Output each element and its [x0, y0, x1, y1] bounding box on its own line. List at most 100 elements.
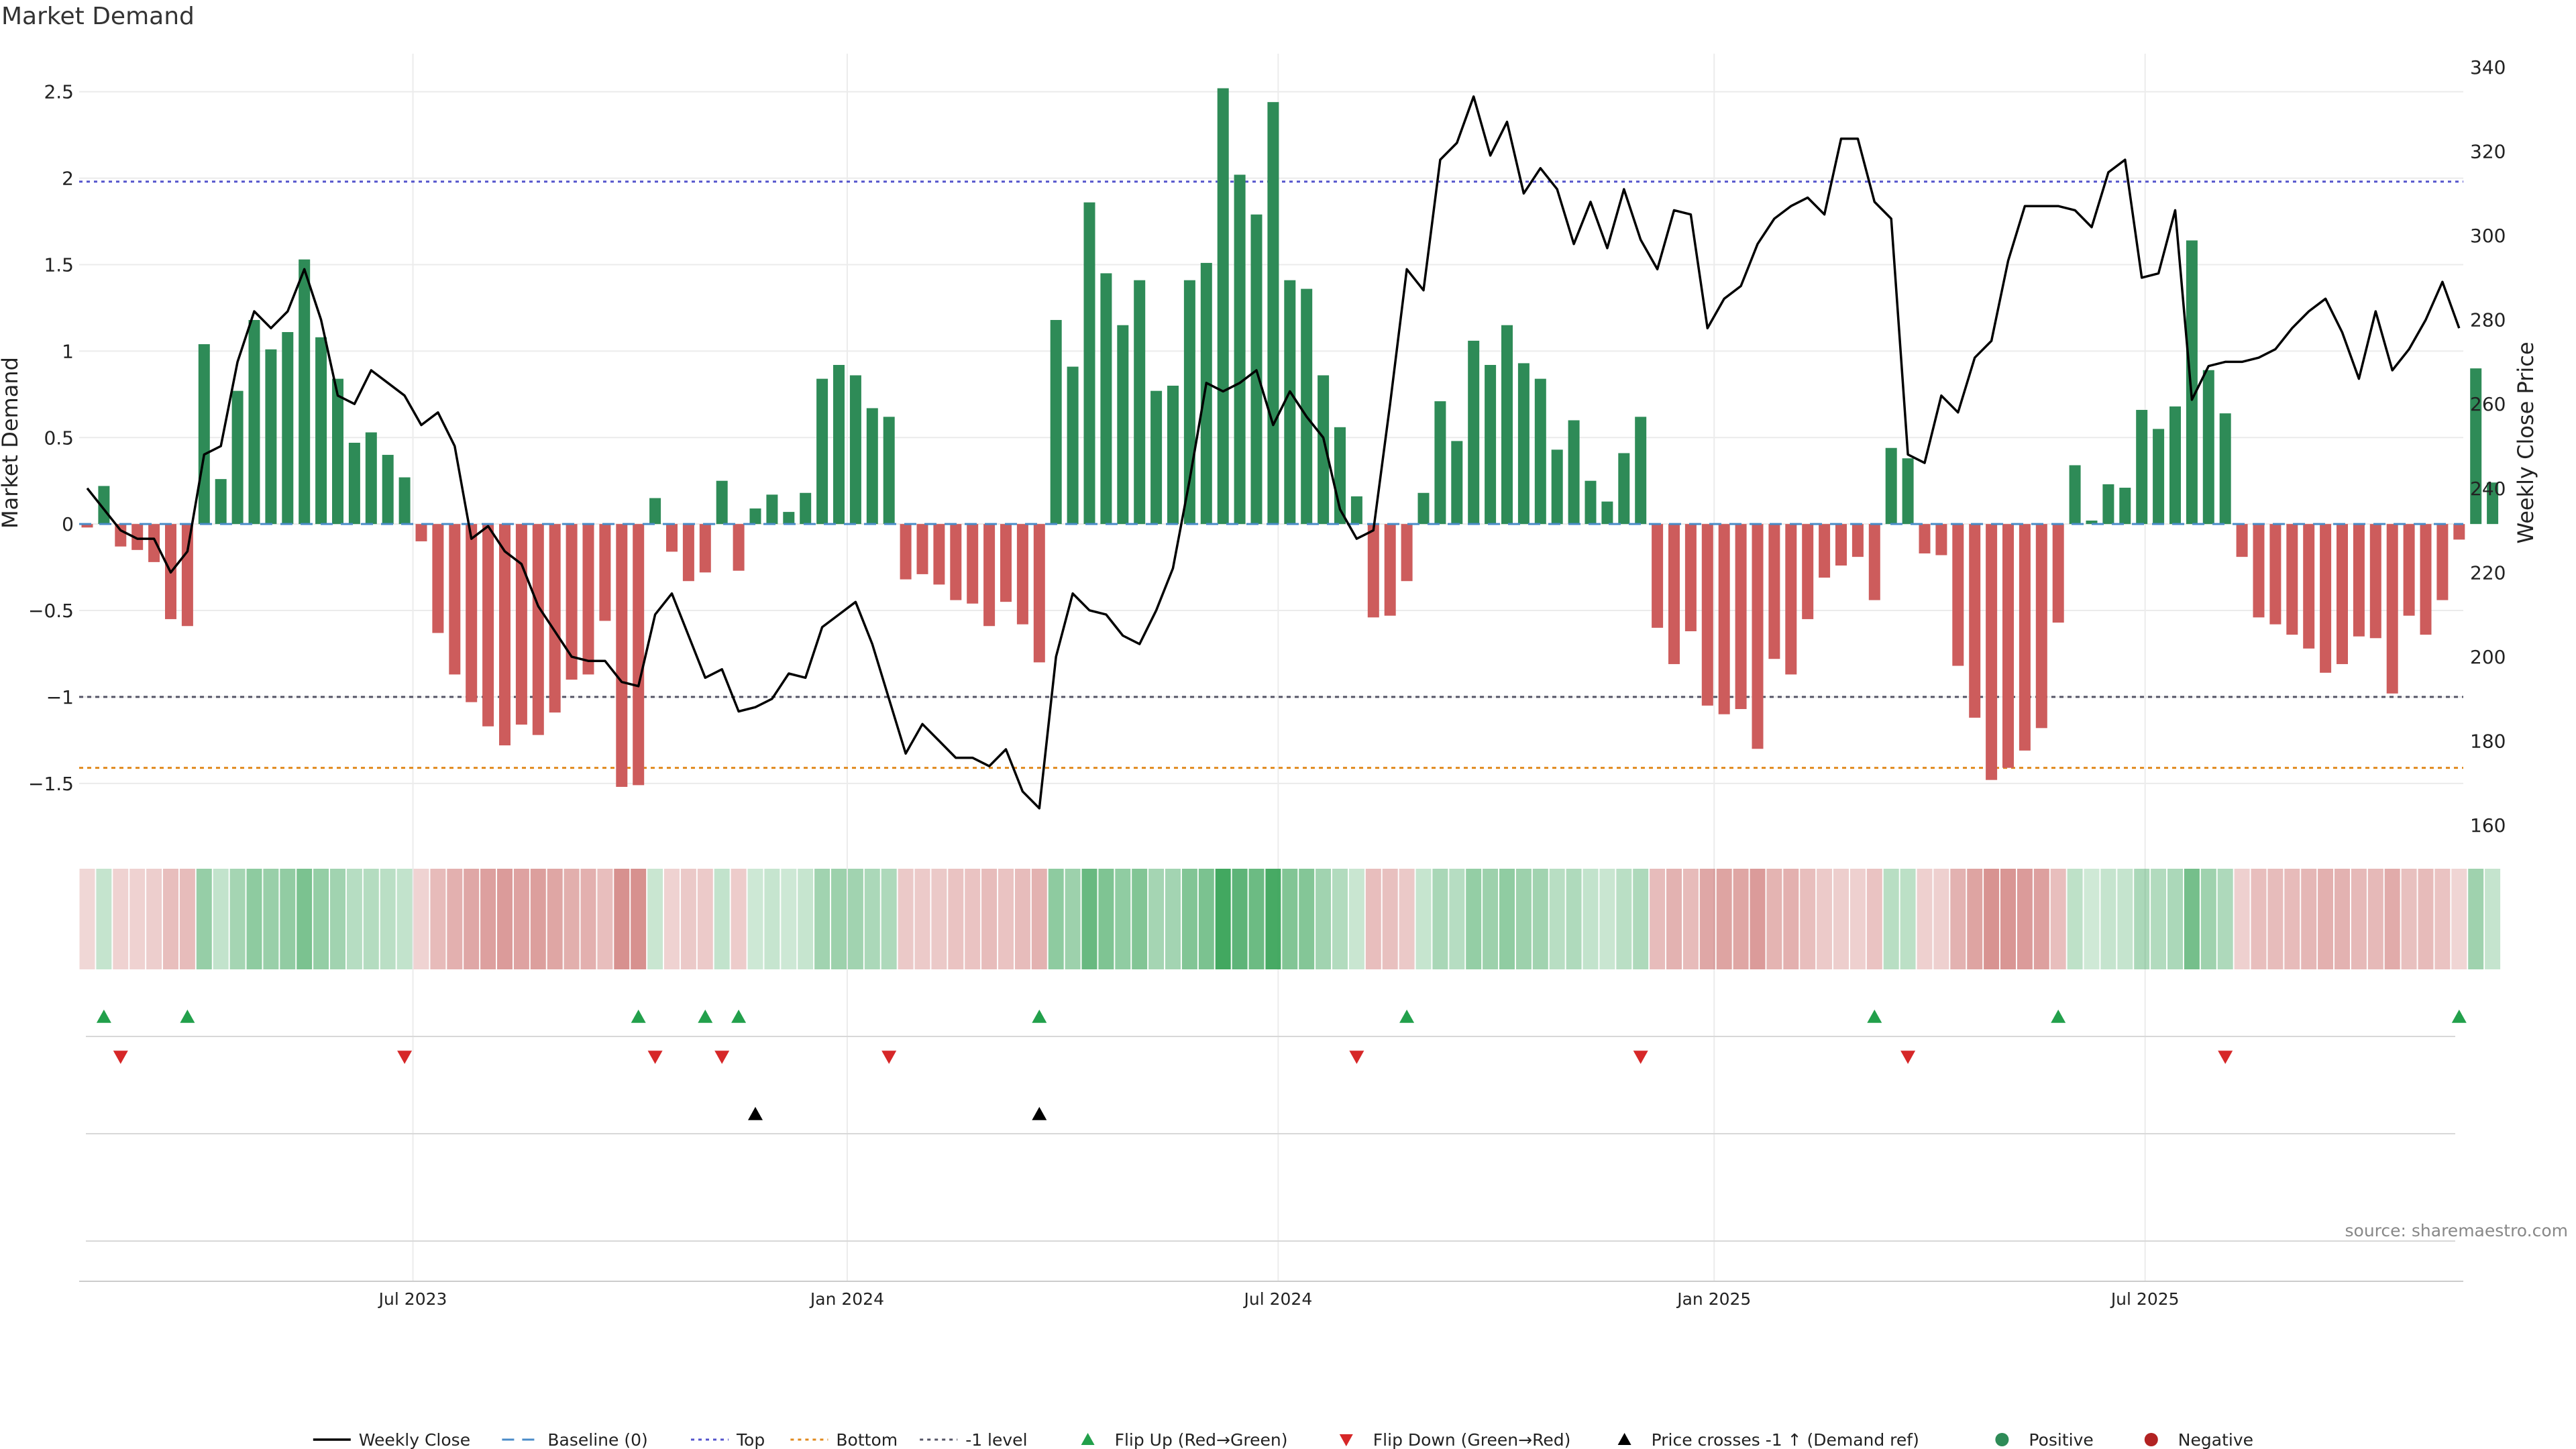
flip-down-marker: [1349, 1051, 1364, 1064]
legend-label: Top: [736, 1430, 765, 1449]
demand-bar: [215, 479, 227, 525]
price-cross-marker: [1032, 1107, 1047, 1120]
heat-strip-cell: [163, 869, 178, 969]
heat-strip-cell: [1031, 869, 1047, 969]
demand-bar: [198, 344, 210, 525]
heat-strip-cell: [597, 869, 613, 969]
heat-strip-cell: [631, 869, 647, 969]
y-tick-label: 2: [62, 168, 74, 190]
heat-strip-cell: [2033, 869, 2049, 969]
demand-bar: [1802, 524, 1814, 619]
demand-bar: [699, 524, 711, 573]
demand-bar: [1301, 288, 1313, 525]
demand-bar: [2487, 482, 2499, 525]
flip-up-marker: [1867, 1010, 1882, 1023]
legend-label: Bottom: [836, 1430, 898, 1449]
demand-bar: [432, 524, 444, 633]
heat-strip-cell: [79, 869, 95, 969]
heat-strip-cell: [179, 869, 195, 969]
heat-strip-cell: [464, 869, 480, 969]
heat-strip-cell: [2434, 869, 2451, 969]
demand-bar: [633, 524, 645, 786]
demand-bar: [2153, 429, 2165, 525]
y-tick-label: −1.5: [28, 773, 74, 795]
source-label: source: sharemaestro.com: [2345, 1221, 2569, 1240]
heat-strip-cell: [798, 869, 814, 969]
demand-bar: [131, 524, 144, 550]
demand-bar: [466, 524, 478, 702]
heat-strip-cell: [2100, 869, 2116, 969]
heat-strip-cell: [1499, 869, 1515, 969]
demand-bar: [2119, 488, 2131, 525]
heat-strip-cell: [1515, 869, 1532, 969]
heat-strip-cell: [530, 869, 546, 969]
demand-bar: [2453, 524, 2465, 540]
demand-bar: [1517, 363, 1529, 525]
demand-bar: [816, 378, 828, 525]
heat-strip-cell: [1415, 869, 1432, 969]
heat-strip-cell: [747, 869, 763, 969]
demand-bar: [1684, 524, 1697, 631]
heat-strip-cell: [213, 869, 229, 969]
demand-bar: [883, 417, 895, 525]
demand-bar: [582, 524, 594, 675]
heat-strip-cell: [914, 869, 930, 969]
heat-strip-cell: [814, 869, 830, 969]
demand-bar: [282, 332, 294, 525]
heat-strip-cell: [831, 869, 847, 969]
demand-bar: [766, 494, 778, 525]
demand-bar: [616, 524, 628, 787]
demand-bar: [1501, 325, 1513, 525]
heat-strip-cell: [547, 869, 563, 969]
demand-bar: [1284, 280, 1296, 525]
demand-bar: [1067, 366, 1079, 525]
heat-strip-cell: [1432, 869, 1448, 969]
heat-strip-cell: [1332, 869, 1348, 969]
heat-strip-cell: [297, 869, 313, 969]
price-cross-marker: [748, 1107, 763, 1120]
demand-bar: [2470, 368, 2482, 525]
heat-strip-cell: [1265, 869, 1281, 969]
y-right-tick-label: 320: [2470, 141, 2506, 163]
flip-up-marker: [698, 1010, 713, 1023]
heat-strip-cell: [1582, 869, 1599, 969]
y-tick-label: 0.5: [44, 427, 74, 449]
y-tick-label: 0: [62, 513, 74, 535]
flip-up-marker: [180, 1010, 195, 1023]
legend-label: Flip Down (Green→Red): [1373, 1430, 1571, 1449]
heat-strip-cell: [2134, 869, 2150, 969]
y-right-tick-label: 260: [2470, 393, 2506, 415]
heat-strip-cell: [229, 869, 246, 969]
demand-bar: [1485, 365, 1497, 525]
demand-bar: [1234, 174, 1246, 525]
heat-strip-cell: [714, 869, 730, 969]
demand-bar: [1033, 524, 1045, 663]
heat-strip-cell: [948, 869, 964, 969]
y-right-tick-label: 300: [2470, 225, 2506, 247]
demand-bar: [1952, 524, 1964, 666]
demand-bar: [1701, 524, 1713, 706]
y-right-axis-title: Weekly Close Price: [2513, 341, 2538, 543]
heat-strip-cell: [430, 869, 446, 969]
demand-bar: [348, 443, 360, 525]
heat-strip-cell: [263, 869, 279, 969]
flip-down-marker: [647, 1051, 663, 1064]
legend-label: Baseline (0): [547, 1430, 647, 1449]
demand-bar: [1601, 501, 1613, 525]
heat-strip-cell: [447, 869, 463, 969]
heat-strip-cell: [1532, 869, 1548, 969]
heat-strip-cell: [1883, 869, 1899, 969]
demand-bar: [733, 524, 745, 571]
heat-strip-cell: [1633, 869, 1649, 969]
heat-strip-cell: [1382, 869, 1398, 969]
heat-strip-cell: [313, 869, 329, 969]
heat-strip-cell: [2084, 869, 2100, 969]
heat-strip-cell: [1733, 869, 1749, 969]
demand-bar: [415, 524, 427, 541]
demand-bar: [1585, 480, 1597, 525]
heat-strip-cell: [2067, 869, 2083, 969]
demand-bar: [967, 524, 979, 604]
heat-strip-cell: [1232, 869, 1248, 969]
heat-strip-cell: [1299, 869, 1315, 969]
